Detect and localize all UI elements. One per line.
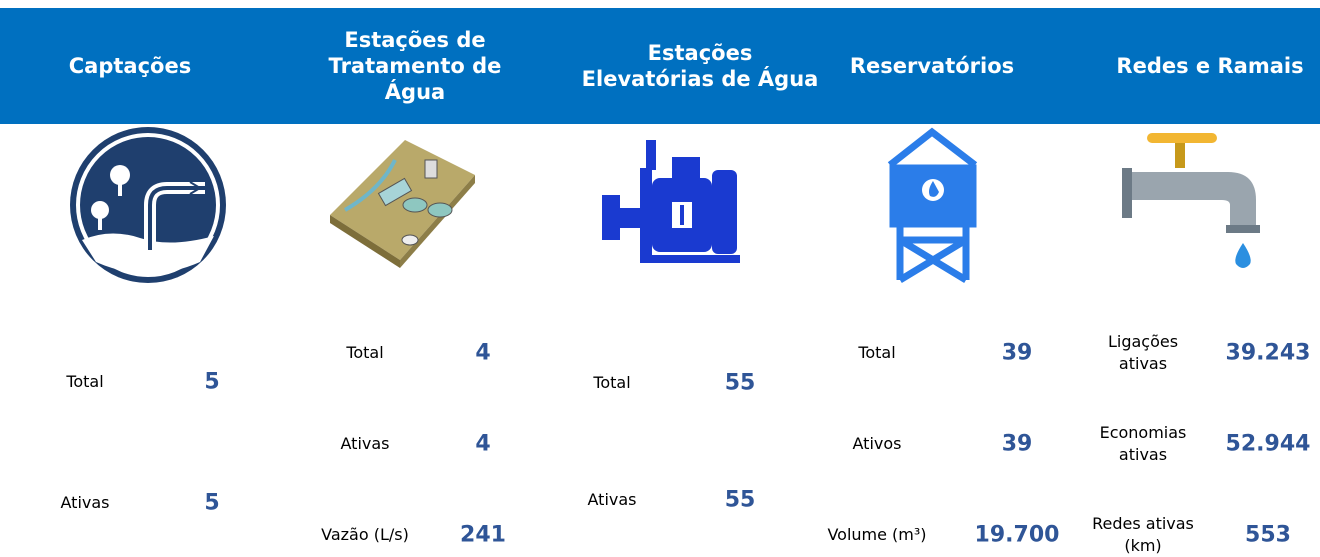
item-value: 553 <box>1245 523 1291 548</box>
captacao-icon <box>70 127 226 283</box>
item-label: Ativos <box>817 433 937 455</box>
item-value: 39.243 <box>1226 341 1311 366</box>
item-value: 4 <box>475 432 490 457</box>
item-label: Volume (m³) <box>817 524 937 546</box>
item-value: 55 <box>725 488 756 513</box>
eta-icon <box>330 140 475 268</box>
item-label: Redes ativas (km) <box>1088 513 1198 557</box>
item-value: 55 <box>725 371 756 396</box>
item-label: Total <box>817 342 937 364</box>
item-label: Total <box>552 372 672 394</box>
column-title: Reservatórios <box>822 53 1042 79</box>
item-label: Ativas <box>552 489 672 511</box>
column-title: Captações <box>30 53 230 79</box>
pump-icon <box>602 140 740 263</box>
item-label: Total <box>305 342 425 364</box>
item-value: 241 <box>460 523 506 548</box>
item-value: 39 <box>1002 432 1033 457</box>
item-value: 52.944 <box>1226 432 1311 457</box>
page: (() => { const data = JSON.parse(documen… <box>0 0 1320 556</box>
column-title: Redes e Ramais <box>1100 53 1320 79</box>
item-label: Ativas <box>25 492 145 514</box>
column-title: Estações de Tratamento de Água <box>310 27 520 105</box>
item-value: 19.700 <box>975 523 1060 548</box>
item-value: 4 <box>475 341 490 366</box>
item-value: 39 <box>1002 341 1033 366</box>
item-value: 5 <box>204 491 219 516</box>
item-label: Economias ativas <box>1088 422 1198 466</box>
item-label: Ligações ativas <box>1088 331 1198 375</box>
item-label: Total <box>25 371 145 393</box>
faucet-icon <box>1122 133 1260 268</box>
item-label: Vazão (L/s) <box>305 524 425 546</box>
item-value: 5 <box>204 370 219 395</box>
column-title: Estações Elevatórias de Água <box>580 40 820 92</box>
item-label: Ativas <box>305 433 425 455</box>
tank-icon <box>890 132 975 280</box>
